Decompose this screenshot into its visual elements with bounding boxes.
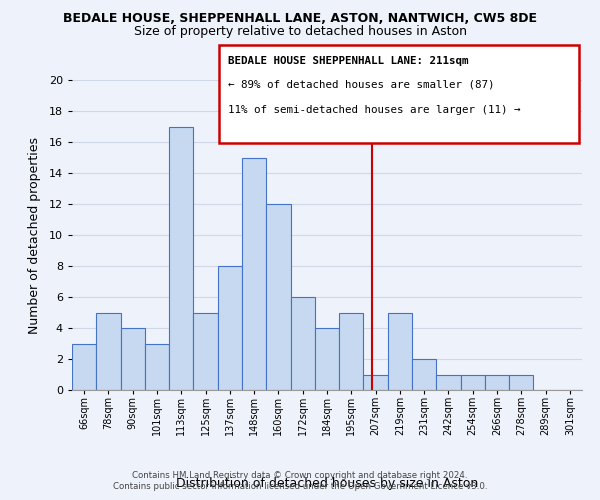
Bar	[461, 374, 485, 390]
Bar	[412, 359, 436, 390]
Text: BEDALE HOUSE SHEPPENHALL LANE: 211sqm: BEDALE HOUSE SHEPPENHALL LANE: 211sqm	[228, 56, 469, 66]
X-axis label: Distribution of detached houses by size in Aston: Distribution of detached houses by size …	[176, 476, 478, 490]
Bar	[436, 374, 461, 390]
Text: ← 89% of detached houses are smaller (87): ← 89% of detached houses are smaller (87…	[228, 80, 494, 90]
Text: 11% of semi-detached houses are larger (11) →: 11% of semi-detached houses are larger (…	[228, 105, 521, 115]
Bar	[339, 312, 364, 390]
Text: Size of property relative to detached houses in Aston: Size of property relative to detached ho…	[133, 25, 467, 38]
Text: Contains public sector information licensed under the Open Government Licence v3: Contains public sector information licen…	[113, 482, 487, 491]
Bar	[266, 204, 290, 390]
Bar	[242, 158, 266, 390]
Bar	[193, 312, 218, 390]
Bar	[315, 328, 339, 390]
Bar	[145, 344, 169, 390]
Bar	[290, 297, 315, 390]
Bar	[169, 126, 193, 390]
Text: Contains HM Land Registry data © Crown copyright and database right 2024.: Contains HM Land Registry data © Crown c…	[132, 471, 468, 480]
Text: BEDALE HOUSE, SHEPPENHALL LANE, ASTON, NANTWICH, CW5 8DE: BEDALE HOUSE, SHEPPENHALL LANE, ASTON, N…	[63, 12, 537, 26]
Bar	[96, 312, 121, 390]
Bar	[485, 374, 509, 390]
Bar	[364, 374, 388, 390]
Bar	[509, 374, 533, 390]
Bar	[121, 328, 145, 390]
Y-axis label: Number of detached properties: Number of detached properties	[28, 136, 41, 334]
Bar	[72, 344, 96, 390]
Bar	[218, 266, 242, 390]
Bar	[388, 312, 412, 390]
